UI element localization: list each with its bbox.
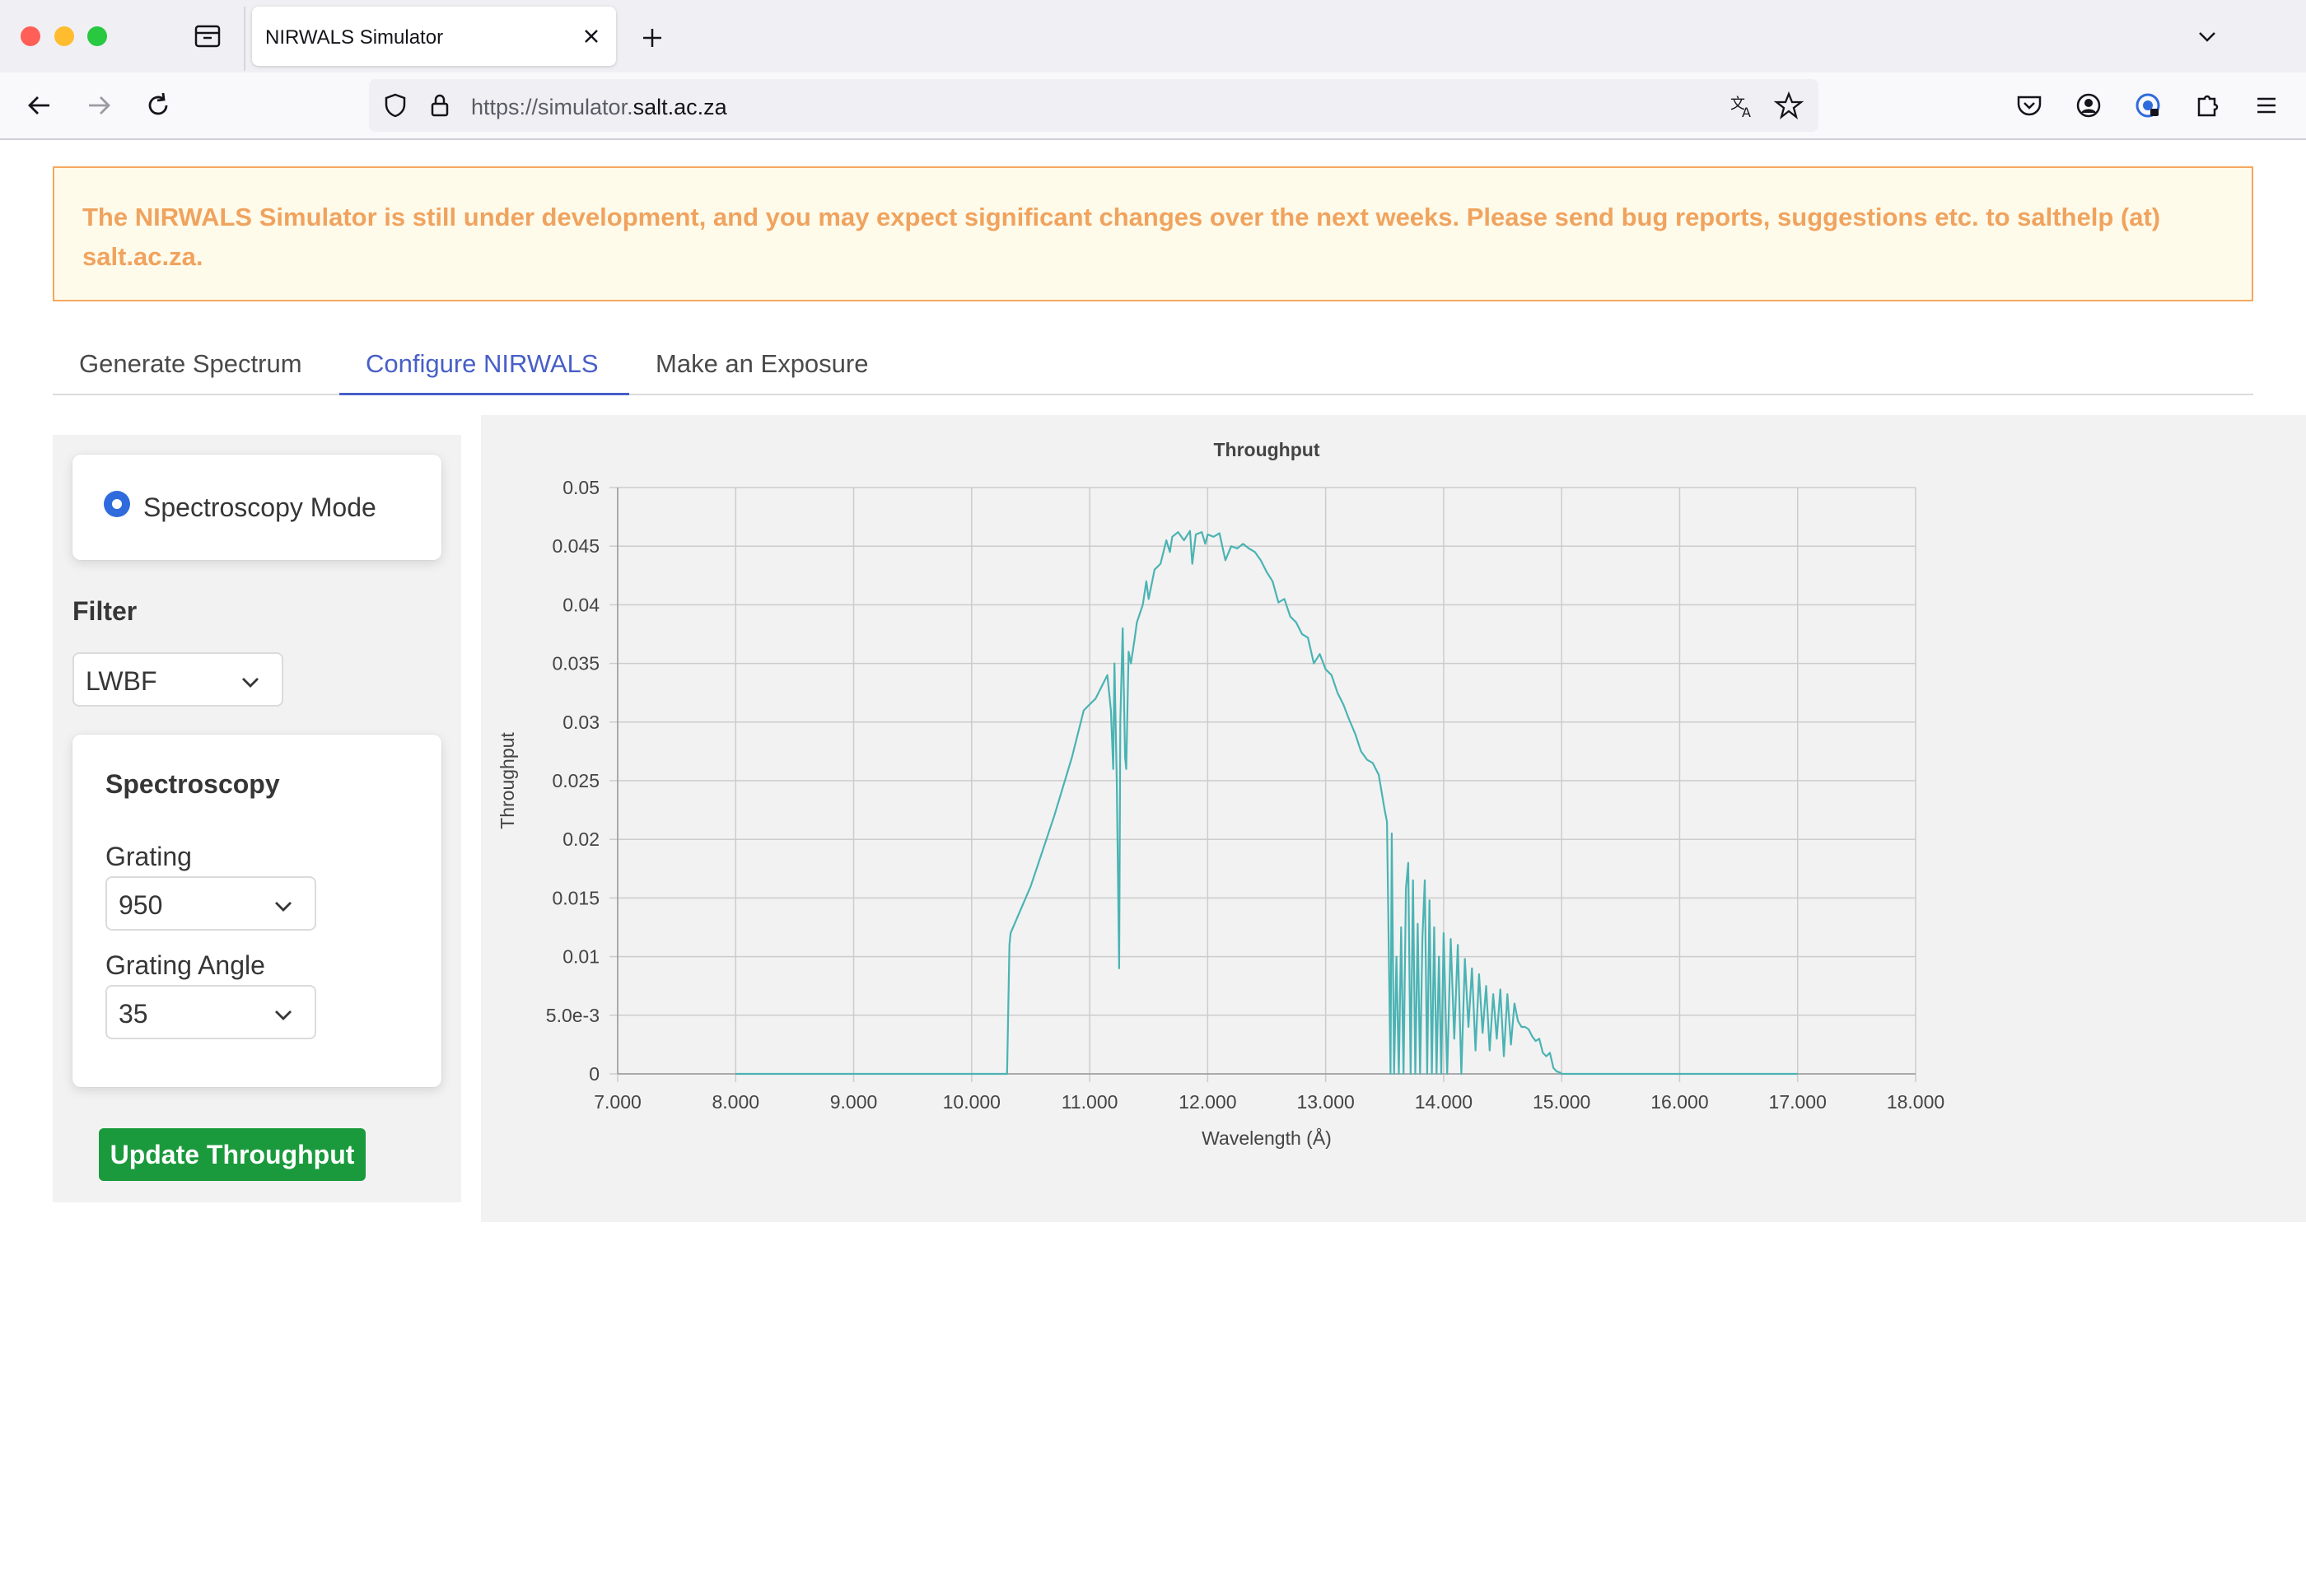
shield-icon[interactable] bbox=[380, 91, 410, 120]
pocket-icon[interactable] bbox=[2011, 87, 2047, 124]
chevron-down-icon[interactable] bbox=[2191, 20, 2224, 53]
y-tick-label: 0.045 bbox=[552, 535, 600, 557]
x-tick-label: 16.000 bbox=[1650, 1091, 1708, 1113]
x-tick-label: 11.000 bbox=[1062, 1091, 1118, 1113]
tab-title: NIRWALS Simulator bbox=[265, 26, 444, 49]
grating-angle-label: Grating Angle bbox=[105, 950, 265, 980]
new-tab-icon[interactable] bbox=[636, 21, 669, 54]
grating-angle-select[interactable]: 35 bbox=[105, 985, 316, 1039]
close-tab-icon[interactable] bbox=[576, 21, 606, 51]
forward-arrow-icon[interactable] bbox=[81, 87, 117, 124]
throughput-chart-panel: 7.000 8.000 9.000 10.000 11.000 12.000 13.000 1… bbox=[481, 415, 2306, 1222]
x-tick-label: 18.000 bbox=[1887, 1091, 1944, 1113]
maximize-window-button[interactable] bbox=[87, 26, 107, 46]
filter-select-control[interactable]: LWBF bbox=[72, 652, 283, 707]
svg-text:A: A bbox=[1742, 105, 1751, 120]
hamburger-menu-icon[interactable] bbox=[2248, 87, 2285, 124]
filter-label: Filter bbox=[72, 596, 138, 626]
y-tick-label: 0.05 bbox=[562, 477, 600, 498]
tab-generate-spectrum[interactable]: Generate Spectrum bbox=[79, 349, 302, 378]
x-axis-label: Wavelength (Å) bbox=[1202, 1127, 1332, 1149]
filter-value: LWBF bbox=[86, 666, 157, 696]
extensions-puzzle-icon[interactable] bbox=[2189, 87, 2225, 124]
throughput-series-line bbox=[735, 530, 1798, 1076]
x-tick-label: 14.000 bbox=[1415, 1091, 1473, 1113]
x-tick-label: 17.000 bbox=[1769, 1091, 1827, 1113]
extension-badge-icon[interactable] bbox=[2130, 87, 2166, 124]
spectroscopy-mode-radio[interactable] bbox=[104, 491, 130, 517]
minimize-window-button[interactable] bbox=[54, 26, 74, 46]
y-tick-label: 0.025 bbox=[552, 770, 600, 791]
chart-title: Throughput bbox=[1213, 439, 1319, 460]
tab-configure-nirwals[interactable]: Configure NIRWALS bbox=[339, 338, 629, 395]
y-tick-label: 5.0e-3 bbox=[546, 1005, 600, 1026]
lock-icon[interactable] bbox=[425, 91, 455, 120]
grating-select[interactable]: 950 bbox=[105, 876, 316, 931]
url-text: https://simulator.salt.ac.za bbox=[471, 95, 727, 119]
grating-angle-value: 35 bbox=[119, 999, 148, 1029]
back-arrow-icon[interactable] bbox=[21, 87, 58, 124]
spectroscopy-heading: Spectroscopy bbox=[105, 769, 280, 799]
grating-label: Grating bbox=[105, 842, 192, 871]
x-tick-label: 8.000 bbox=[712, 1091, 759, 1113]
x-tick-label: 7.000 bbox=[594, 1091, 642, 1113]
main-tabs: Generate Spectrum Configure NIRWALS Make… bbox=[53, 338, 2253, 395]
account-icon[interactable] bbox=[2070, 87, 2107, 124]
mode-card: Spectroscopy Mode bbox=[72, 455, 441, 560]
y-tick-label: 0.04 bbox=[562, 594, 600, 615]
development-notice: The NIRWALS Simulator is still under dev… bbox=[53, 166, 2253, 301]
x-tick-label: 9.000 bbox=[830, 1091, 878, 1113]
x-tick-label: 13.000 bbox=[1296, 1091, 1354, 1113]
throughput-chart: 7.000 8.000 9.000 10.000 11.000 12.000 13.000 1… bbox=[497, 439, 1944, 1149]
y-tick-label: 0.03 bbox=[562, 712, 600, 733]
bookmark-star-icon[interactable] bbox=[1773, 91, 1804, 120]
y-tick-label: 0.035 bbox=[552, 653, 600, 674]
reload-icon[interactable] bbox=[140, 87, 176, 124]
chevron-down-icon bbox=[272, 1003, 295, 1026]
spectroscopy-mode-label: Spectroscopy Mode bbox=[143, 492, 376, 522]
tab-make-an-exposure[interactable]: Make an Exposure bbox=[656, 349, 869, 378]
divider bbox=[244, 7, 245, 71]
y-tick-label: 0.015 bbox=[552, 887, 600, 908]
y-tick-label: 0.01 bbox=[562, 946, 600, 968]
close-window-button[interactable] bbox=[21, 26, 40, 46]
spectroscopy-card: Spectroscopy Grating 950 Grating Angle 3… bbox=[72, 735, 441, 1087]
x-tick-label: 10.000 bbox=[943, 1091, 1001, 1113]
x-tick-label: 12.000 bbox=[1179, 1091, 1236, 1113]
chevron-down-icon bbox=[272, 894, 295, 917]
y-axis-label: Throughput bbox=[497, 732, 518, 829]
y-tick-label: 0.02 bbox=[562, 828, 600, 850]
grating-value: 950 bbox=[119, 890, 163, 920]
chevron-down-icon bbox=[239, 670, 262, 693]
y-tick-label: 0 bbox=[589, 1063, 600, 1085]
page-content: The NIRWALS Simulator is still under dev… bbox=[0, 142, 2306, 1596]
x-tick-label: 15.000 bbox=[1533, 1091, 1590, 1113]
tab-list-icon[interactable] bbox=[191, 21, 224, 51]
configuration-sidebar: Spectroscopy Mode Filter Spectroscopy Gr… bbox=[53, 435, 461, 1202]
browser-tab-bar: NIRWALS Simulator bbox=[0, 0, 2306, 72]
browser-tab[interactable]: NIRWALS Simulator bbox=[252, 7, 616, 66]
svg-text:文: 文 bbox=[1730, 96, 1745, 113]
update-throughput-button[interactable]: Update Throughput bbox=[99, 1128, 366, 1181]
